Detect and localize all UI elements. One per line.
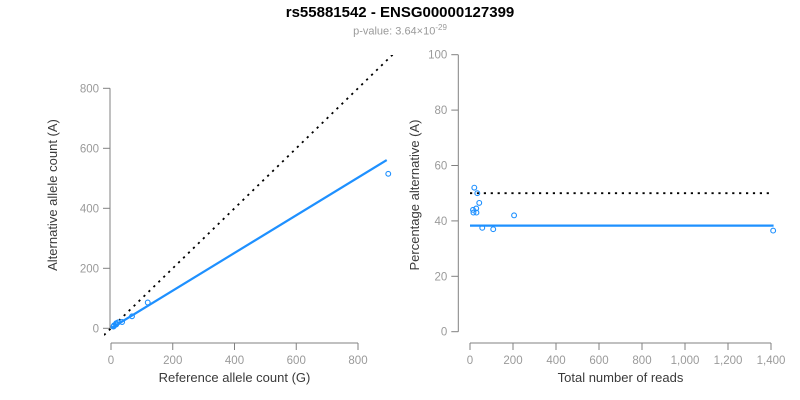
data-point xyxy=(490,226,497,233)
y-tick-label: 200 xyxy=(80,263,99,275)
y-tick-label: 0 xyxy=(441,327,447,339)
y-tick-label: 80 xyxy=(435,105,448,117)
x-tick-label: 0 xyxy=(108,355,114,367)
y-tick-label: 0 xyxy=(93,323,99,335)
data-point xyxy=(476,199,483,206)
y-tick-label: 400 xyxy=(80,203,99,215)
x-tick-label: 400 xyxy=(546,355,565,367)
x-tick-label: 600 xyxy=(287,355,306,367)
x-tick-label: 0 xyxy=(467,355,473,367)
x-axis-title: Reference allele count (G) xyxy=(159,370,311,385)
x-tick-label: 600 xyxy=(589,355,608,367)
data-point xyxy=(511,212,518,219)
y-tick-label: 60 xyxy=(435,161,448,173)
data-point xyxy=(385,170,392,177)
fit-line xyxy=(110,159,388,330)
y-tick-label: 40 xyxy=(435,216,448,228)
x-axis-title: Total number of reads xyxy=(558,370,684,385)
y-tick-label: 600 xyxy=(80,143,99,155)
x-tick-label: 200 xyxy=(503,355,522,367)
data-point xyxy=(473,205,480,212)
tick-labels: 0 20 40 60 80 100 0 200 400 600 800 1,000 1,200 1,400 xyxy=(428,50,785,367)
lines xyxy=(104,55,394,336)
data-point xyxy=(119,319,126,325)
panel-allele-counts: 0 200 400 600 800 0 200 400 600 800 Reference alle… xyxy=(45,55,394,385)
y-tick-label: 20 xyxy=(435,271,448,283)
axes xyxy=(103,87,359,350)
chart-title: rs55881542 - ENSG00000127399 xyxy=(285,4,515,21)
x-tick-label: 1,400 xyxy=(757,355,786,367)
axes xyxy=(451,54,772,350)
data-point xyxy=(770,227,777,234)
y-tick-label: 800 xyxy=(80,83,99,95)
data-point xyxy=(479,224,486,231)
data-point xyxy=(470,209,477,216)
x-tick-label: 1,200 xyxy=(714,355,743,367)
panel-percentage-vs-reads: 0 20 40 60 80 100 0 200 400 600 800 1,000 1,200 1,400… xyxy=(407,50,785,385)
x-tick-label: 800 xyxy=(632,355,651,367)
data-point xyxy=(144,299,151,306)
data-point xyxy=(474,190,481,197)
y-axis-title: Percentage alternative (A) xyxy=(407,119,422,270)
pvalue-exponent: -29 xyxy=(435,23,447,32)
y-axis-title: Alternative allele count (A) xyxy=(45,119,60,271)
lines xyxy=(470,192,774,227)
data-point xyxy=(129,313,135,320)
x-tick-label: 400 xyxy=(225,355,244,367)
data-point xyxy=(113,321,120,328)
x-tick-label: 1,000 xyxy=(671,355,700,367)
x-tick-label: 200 xyxy=(163,355,182,367)
x-tick-label: 800 xyxy=(348,355,367,367)
data-point xyxy=(470,206,476,213)
pvalue-text: p-value: 3.64×10 xyxy=(353,25,436,38)
chart-subtitle: p-value: 3.64×10-29 xyxy=(0,23,800,38)
identity-line xyxy=(104,55,394,336)
data-point xyxy=(473,209,480,216)
tick-labels: 0 200 400 600 800 0 200 400 600 800 xyxy=(80,83,368,367)
y-tick-label: 100 xyxy=(428,50,447,62)
data-point xyxy=(471,184,478,191)
data-points xyxy=(470,184,777,234)
data-points xyxy=(110,170,392,330)
